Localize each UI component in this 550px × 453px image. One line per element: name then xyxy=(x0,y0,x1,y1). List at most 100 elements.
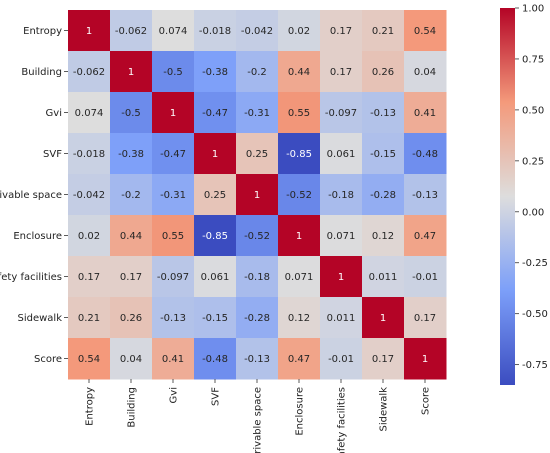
cell-value-label: -0.018 xyxy=(73,149,105,160)
cell-value-label: 0.02 xyxy=(288,26,310,37)
cell-value-label: -0.042 xyxy=(73,190,105,201)
cell-value-label: 0.061 xyxy=(201,272,230,283)
heatmap-cell-drivable-space-entropy xyxy=(68,174,111,216)
cell-value-label: -0.31 xyxy=(244,108,270,119)
cell-value-label: 0.44 xyxy=(120,231,142,242)
heatmap-cell-building-gvi xyxy=(152,51,195,93)
cell-value-label: 0.26 xyxy=(120,313,142,324)
heatmap-cell-drivable-space-building xyxy=(110,174,153,216)
heatmap-cells: 1 -0.062 0.074 -0.018 -0.042 0.02 0.17 0.21 0.54… xyxy=(68,10,447,380)
cell-value-label: -0.18 xyxy=(244,272,270,283)
cell-value-label: 0.44 xyxy=(288,67,310,78)
heatmap-cell-building-sidewalk xyxy=(362,51,405,93)
heatmap-cell-svf-gvi xyxy=(152,133,195,175)
cell-value-label: 0.47 xyxy=(288,354,310,365)
row-label-gvi: Gvi xyxy=(46,108,62,119)
heatmap-cell-svf-safety-facilities xyxy=(320,133,363,175)
heatmap-cell-entropy-svf xyxy=(194,10,237,52)
cell-value-label: 1 xyxy=(128,67,134,78)
heatmap-cell-sidewalk-score xyxy=(404,297,447,339)
cell-value-label: 0.41 xyxy=(414,108,436,119)
cell-value-label: 0.071 xyxy=(327,231,356,242)
heatmap-cell-svf-score xyxy=(404,133,447,175)
cell-value-label: 0.17 xyxy=(372,354,394,365)
heatmap-cell-safety-facilities-sidewalk xyxy=(362,256,405,298)
heatmap-cell-enclosure-gvi xyxy=(152,215,195,257)
column-label-drivable-space: Drivable space xyxy=(253,387,264,453)
heatmap-cell-drivable-space-gvi xyxy=(152,174,195,216)
colorbar-tick-label: -0.25 xyxy=(522,258,548,269)
cell-value-label: 0.04 xyxy=(120,354,142,365)
cell-value-label: 1 xyxy=(254,190,260,201)
cell-value-label: -0.2 xyxy=(121,190,141,201)
heatmap-cell-gvi-score xyxy=(404,92,447,134)
heatmap-cell-enclosure-sidewalk xyxy=(362,215,405,257)
heatmap-cell-svf-building xyxy=(110,133,153,175)
cell-value-label: -0.38 xyxy=(202,67,228,78)
cell-value-label: 0.17 xyxy=(78,272,100,283)
cell-value-label: 1 xyxy=(86,26,92,37)
colorbar-tick-label: 0.25 xyxy=(522,156,544,167)
heatmap-cell-drivable-space-sidewalk xyxy=(362,174,405,216)
heatmap-cell-gvi-svf xyxy=(194,92,237,134)
colorbar-gradient xyxy=(500,8,515,385)
column-labels: Entropy Building Gvi SVF Drivable space Enclo… xyxy=(85,379,432,453)
cell-value-label: -0.47 xyxy=(202,108,228,119)
heatmap-cell-sidewalk-gvi xyxy=(152,297,195,339)
cell-value-label: 0.12 xyxy=(372,231,394,242)
heatmap-cell-drivable-space-safety-facilities xyxy=(320,174,363,216)
cell-value-label: -0.13 xyxy=(412,190,438,201)
cell-value-label: -0.38 xyxy=(118,149,144,160)
heatmap-cell-building-safety-facilities xyxy=(320,51,363,93)
cell-value-label: 0.54 xyxy=(78,354,100,365)
cell-value-label: 0.071 xyxy=(285,272,314,283)
heatmap-cell-safety-facilities-entropy xyxy=(68,256,111,298)
cell-value-label: -0.01 xyxy=(412,272,438,283)
heatmap-cell-enclosure-drivable-space xyxy=(236,215,279,257)
cell-value-label: -0.15 xyxy=(202,313,228,324)
heatmap-cell-entropy-score xyxy=(404,10,447,52)
heatmap-cell-enclosure-entropy xyxy=(68,215,111,257)
heatmap-cell-score-svf xyxy=(194,338,237,380)
heatmap-cell-safety-facilities-drivable-space xyxy=(236,256,279,298)
cell-value-label: -0.28 xyxy=(244,313,270,324)
heatmap-cell-score-building xyxy=(110,338,153,380)
heatmap-cell-building-building xyxy=(110,51,153,93)
heatmap-cell-svf-sidewalk xyxy=(362,133,405,175)
heatmap-cell-svf-entropy xyxy=(68,133,111,175)
cell-value-label: -0.18 xyxy=(328,190,354,201)
heatmap-cell-enclosure-svf xyxy=(194,215,237,257)
colorbar: 1.00 0.75 0.50 0.25 0.00 -0.25 -0.50 -0.75 xyxy=(500,4,548,385)
heatmap-cell-gvi-enclosure xyxy=(278,92,321,134)
heatmap-cell-svf-drivable-space xyxy=(236,133,279,175)
heatmap-cell-score-enclosure xyxy=(278,338,321,380)
cell-value-label: 1 xyxy=(380,313,386,324)
cell-value-label: -0.13 xyxy=(160,313,186,324)
cell-value-label: 0.17 xyxy=(330,26,352,37)
cell-value-label: 0.061 xyxy=(327,149,356,160)
heatmap-cell-gvi-safety-facilities xyxy=(320,92,363,134)
cell-value-label: 0.47 xyxy=(414,231,436,242)
heatmap-cell-gvi-gvi xyxy=(152,92,195,134)
heatmap-cell-enclosure-score xyxy=(404,215,447,257)
heatmap-cell-building-enclosure xyxy=(278,51,321,93)
column-label-sidewalk: Sidewalk xyxy=(379,387,390,432)
heatmap-cell-sidewalk-sidewalk xyxy=(362,297,405,339)
column-label-score: Score xyxy=(421,387,432,415)
cell-value-label: -0.47 xyxy=(160,149,186,160)
cell-value-label: 1 xyxy=(170,108,176,119)
cell-value-label: 1 xyxy=(212,149,218,160)
heatmap-cell-gvi-sidewalk xyxy=(362,92,405,134)
cell-value-label: -0.85 xyxy=(286,149,312,160)
row-label-safety-facilities: Safety facilities xyxy=(0,272,62,283)
heatmap-cell-sidewalk-building xyxy=(110,297,153,339)
heatmap-cell-enclosure-enclosure xyxy=(278,215,321,257)
heatmap-cell-entropy-sidewalk xyxy=(362,10,405,52)
cell-value-label: 0.55 xyxy=(288,108,310,119)
cell-value-label: -0.28 xyxy=(370,190,396,201)
cell-value-label: 0.21 xyxy=(372,26,394,37)
cell-value-label: -0.062 xyxy=(115,26,147,37)
heatmap-cell-entropy-drivable-space xyxy=(236,10,279,52)
cell-value-label: -0.31 xyxy=(160,190,186,201)
cell-value-label: 0.41 xyxy=(162,354,184,365)
